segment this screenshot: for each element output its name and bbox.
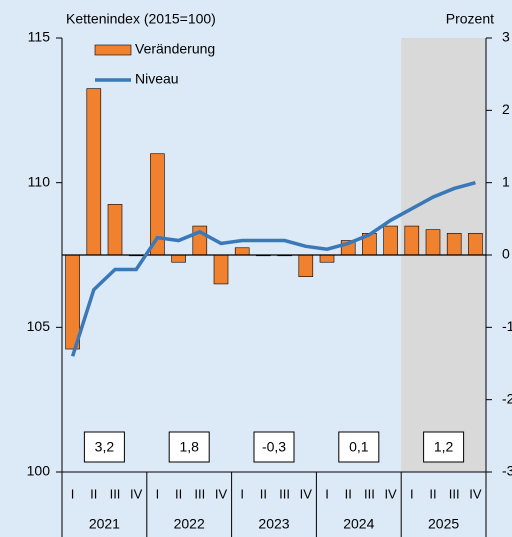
y2-axis-label: Prozent bbox=[446, 11, 494, 27]
x-tick-label: II bbox=[175, 486, 182, 501]
year-label: 2021 bbox=[89, 516, 120, 532]
bar bbox=[319, 254, 335, 263]
annual-box bbox=[253, 431, 295, 463]
annual-label: 1,8 bbox=[179, 439, 199, 455]
x-tick-label: III bbox=[364, 486, 375, 501]
year-label: 2025 bbox=[428, 516, 459, 532]
x-tick-label: II bbox=[90, 486, 97, 501]
x-tick-label: II bbox=[345, 486, 352, 501]
y2-tick-label: -3 bbox=[502, 463, 512, 479]
x-tick-label: I bbox=[325, 486, 329, 501]
annual-label: -0,3 bbox=[262, 439, 286, 455]
x-tick-label: IV bbox=[300, 486, 313, 501]
x-tick-label: I bbox=[71, 486, 75, 501]
annual-box bbox=[83, 431, 125, 463]
bar bbox=[446, 233, 462, 256]
x-tick-label: I bbox=[240, 486, 244, 501]
bar bbox=[107, 204, 123, 256]
y2-tick-label: 0 bbox=[502, 246, 510, 262]
y2-tick-label: -2 bbox=[502, 390, 512, 406]
annual-box bbox=[338, 431, 380, 463]
x-tick-label: III bbox=[279, 486, 290, 501]
bar bbox=[86, 88, 102, 256]
x-tick-label: IV bbox=[215, 486, 228, 501]
bar bbox=[383, 225, 398, 256]
annual-box bbox=[168, 431, 210, 463]
legend-label: Niveau bbox=[135, 71, 179, 87]
bar bbox=[298, 254, 314, 278]
year-label: 2024 bbox=[343, 516, 374, 532]
year-label: 2022 bbox=[174, 516, 205, 532]
y2-tick-label: 2 bbox=[502, 101, 510, 117]
year-label: 2023 bbox=[258, 516, 289, 532]
annual-label: 0,1 bbox=[349, 439, 369, 455]
x-tick-label: IV bbox=[384, 486, 397, 501]
annual-label: 3,2 bbox=[95, 439, 115, 455]
legend-swatch bbox=[94, 44, 132, 56]
y2-tick-label: 3 bbox=[502, 29, 510, 45]
annual-box bbox=[423, 431, 465, 463]
bar bbox=[213, 254, 229, 285]
y-tick-label: 100 bbox=[27, 463, 51, 479]
x-tick-label: III bbox=[449, 486, 460, 501]
y-tick-label: 105 bbox=[27, 318, 51, 334]
bar bbox=[425, 229, 441, 256]
bar bbox=[65, 254, 80, 350]
x-tick-label: I bbox=[410, 486, 414, 501]
y-tick-label: 110 bbox=[28, 173, 51, 189]
bar bbox=[234, 247, 250, 256]
x-tick-label: IV bbox=[469, 486, 482, 501]
y2-tick-label: 1 bbox=[502, 173, 510, 189]
x-tick-label: II bbox=[260, 486, 267, 501]
x-tick-label: I bbox=[156, 486, 160, 501]
x-tick-label: II bbox=[429, 486, 436, 501]
bar bbox=[404, 225, 420, 256]
y2-tick-label: -1 bbox=[502, 318, 512, 334]
y-axis-label: Kettenindex (2015=100) bbox=[66, 11, 216, 27]
annual-label: 1,2 bbox=[434, 439, 454, 455]
x-tick-label: III bbox=[194, 486, 205, 501]
x-tick-label: IV bbox=[130, 486, 143, 501]
bar bbox=[468, 233, 483, 256]
x-tick-label: III bbox=[110, 486, 121, 501]
legend-label: Veränderung bbox=[135, 41, 215, 57]
y-tick-label: 115 bbox=[28, 29, 51, 45]
line bbox=[70, 180, 476, 357]
bar bbox=[171, 254, 186, 263]
